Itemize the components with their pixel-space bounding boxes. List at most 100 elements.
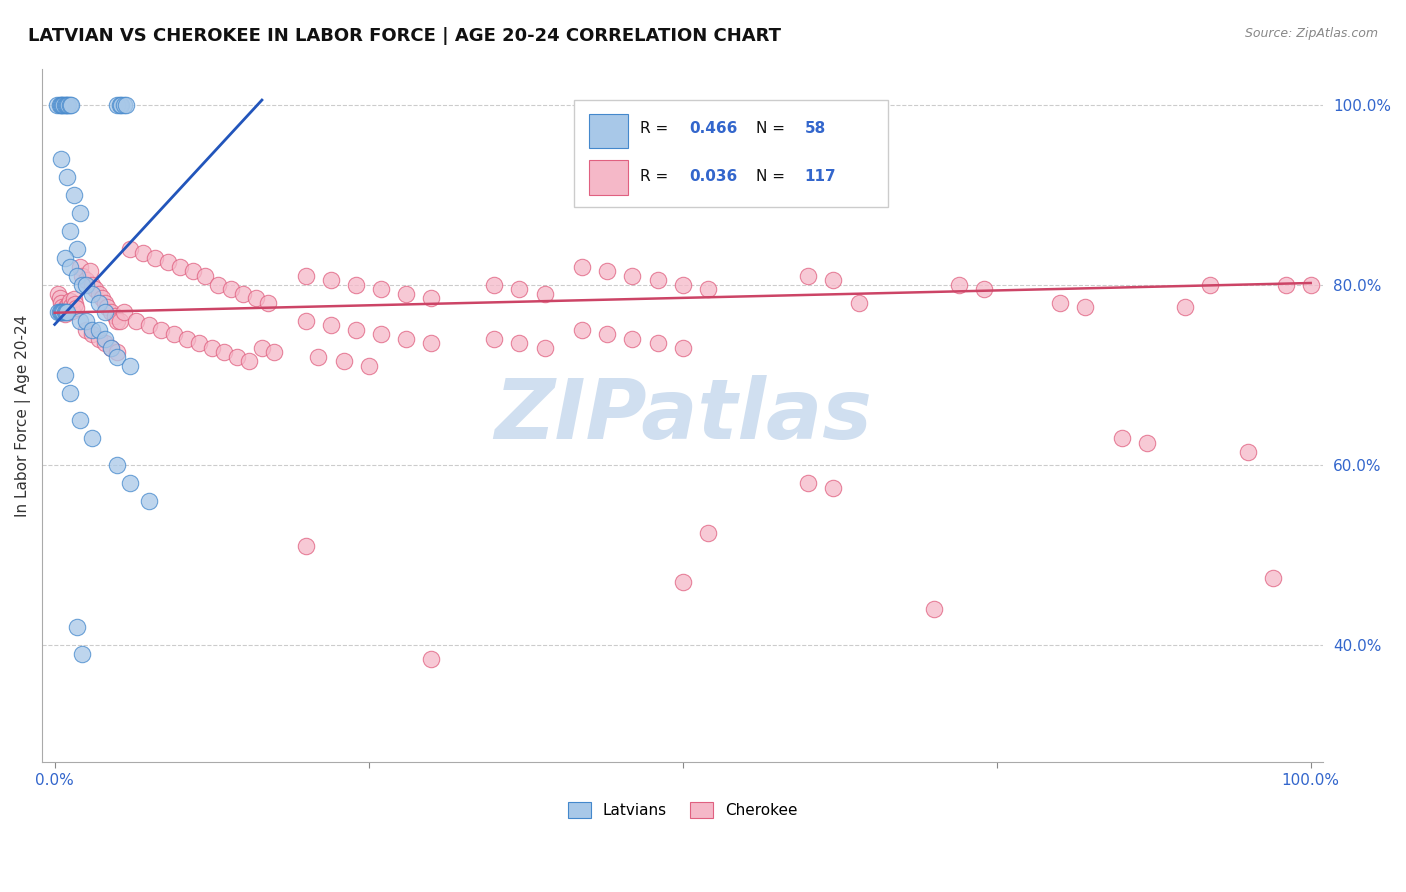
Point xyxy=(48,305,70,319)
Point xyxy=(59,293,82,308)
Point xyxy=(257,295,280,310)
Point xyxy=(100,341,122,355)
Point xyxy=(420,336,443,351)
Point xyxy=(115,97,138,112)
Point xyxy=(75,314,97,328)
Point xyxy=(250,341,273,355)
Point xyxy=(108,97,131,112)
Point xyxy=(55,305,77,319)
Point xyxy=(1136,435,1159,450)
Point xyxy=(69,205,91,219)
Text: R =: R = xyxy=(640,121,673,136)
Point xyxy=(533,286,555,301)
Point xyxy=(75,323,97,337)
Point xyxy=(647,273,669,287)
Bar xyxy=(589,161,627,194)
Point xyxy=(91,291,114,305)
Point xyxy=(59,386,82,401)
Point xyxy=(696,282,718,296)
Point xyxy=(1199,277,1222,292)
Point xyxy=(52,305,75,319)
Point xyxy=(48,286,70,301)
Point xyxy=(212,345,235,359)
Point xyxy=(332,354,354,368)
Point xyxy=(344,323,367,337)
Point xyxy=(94,305,117,319)
Point xyxy=(508,336,530,351)
Point xyxy=(295,314,318,328)
Point xyxy=(118,242,141,256)
Point xyxy=(49,152,72,166)
Point xyxy=(75,273,97,287)
Point xyxy=(58,97,80,112)
Point xyxy=(219,282,242,296)
Point xyxy=(181,264,204,278)
Point xyxy=(232,286,254,301)
Point xyxy=(484,277,506,292)
Point xyxy=(370,282,392,296)
Point xyxy=(125,314,148,328)
Point xyxy=(420,652,443,666)
Point xyxy=(104,310,127,324)
Point xyxy=(395,286,418,301)
Point xyxy=(66,242,89,256)
Point xyxy=(82,431,104,445)
Point xyxy=(1049,295,1071,310)
Point xyxy=(823,481,845,495)
Point xyxy=(53,305,76,319)
Point xyxy=(571,323,593,337)
Point xyxy=(82,323,104,337)
Point xyxy=(69,314,91,328)
Point xyxy=(225,350,247,364)
Point xyxy=(395,332,418,346)
Point xyxy=(138,494,160,508)
Point xyxy=(1274,277,1296,292)
Text: N =: N = xyxy=(755,121,790,136)
Point xyxy=(295,539,318,553)
Point xyxy=(150,323,173,337)
Point xyxy=(672,575,695,590)
Point xyxy=(96,301,118,315)
FancyBboxPatch shape xyxy=(574,100,887,207)
Point xyxy=(48,291,70,305)
Point xyxy=(59,260,82,274)
Point xyxy=(107,345,129,359)
Point xyxy=(596,264,619,278)
Point xyxy=(52,97,75,112)
Point xyxy=(110,97,132,112)
Point xyxy=(94,332,117,346)
Point xyxy=(82,277,104,292)
Point xyxy=(66,268,89,283)
Point xyxy=(53,368,76,382)
Point xyxy=(69,260,91,274)
Point xyxy=(83,282,105,296)
Point xyxy=(87,332,110,346)
Text: R =: R = xyxy=(640,169,673,184)
Point xyxy=(59,300,82,314)
Point xyxy=(87,286,110,301)
Point xyxy=(344,277,367,292)
Point xyxy=(176,332,198,346)
Point xyxy=(107,97,129,112)
Point xyxy=(51,305,73,319)
Text: ZIPatlas: ZIPatlas xyxy=(494,375,872,456)
Point xyxy=(823,273,845,287)
Point xyxy=(62,187,84,202)
Legend: Latvians, Cherokee: Latvians, Cherokee xyxy=(561,796,804,824)
Point xyxy=(307,350,329,364)
Point xyxy=(319,273,342,287)
Point xyxy=(263,345,285,359)
Text: N =: N = xyxy=(755,169,790,184)
Point xyxy=(112,97,135,112)
Point xyxy=(48,305,70,319)
Point xyxy=(75,277,97,292)
Point xyxy=(108,314,131,328)
Point xyxy=(72,277,94,292)
Point xyxy=(59,97,82,112)
Point xyxy=(672,341,695,355)
Point xyxy=(49,305,72,319)
Text: 0.466: 0.466 xyxy=(689,121,738,136)
Point xyxy=(82,286,104,301)
Point xyxy=(56,97,79,112)
Point xyxy=(79,264,101,278)
